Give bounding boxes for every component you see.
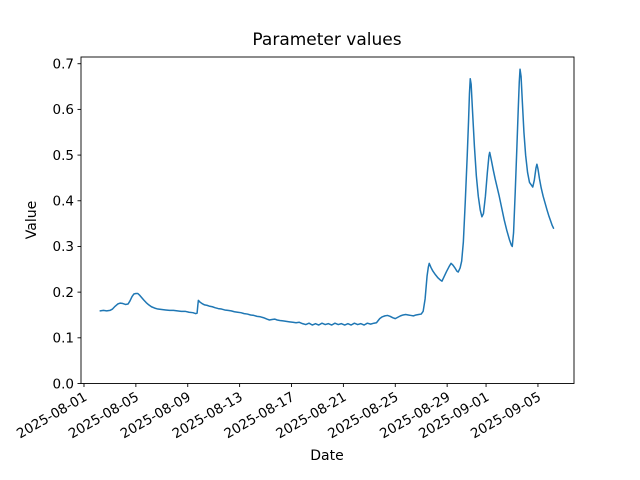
data-line-parameter-values (99, 68, 555, 326)
y-tick-label: 0.0 (53, 376, 74, 392)
y-tick-label: 0.3 (53, 239, 74, 255)
y-tick-label: 0.4 (53, 194, 74, 210)
y-tick-label: 0.6 (53, 102, 74, 118)
y-tick-label: 0.5 (53, 148, 74, 164)
x-axis-label: Date (310, 448, 343, 464)
y-tick-label: 0.2 (53, 285, 74, 301)
y-axis-ticks: 0.0 0.1 0.2 0.3 0.4 0.5 0.6 0.7 (53, 57, 81, 392)
y-tick-label: 0.7 (53, 57, 74, 73)
y-tick-label: 0.1 (53, 331, 74, 347)
y-axis-label: Value (24, 201, 40, 239)
plot-frame (80, 56, 575, 384)
chart-title: Parameter values (252, 30, 401, 50)
